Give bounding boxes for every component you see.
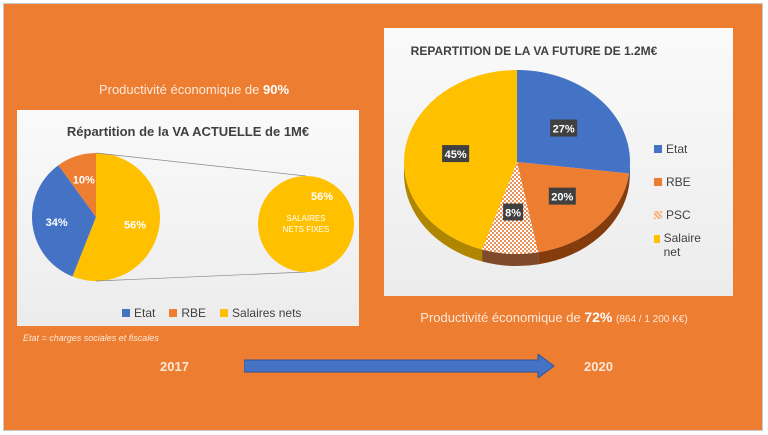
timeline-arrow-icon (244, 354, 555, 378)
chart-title: REPARTITION DE LA VA FUTURE DE 1.2M€ (410, 44, 658, 58)
slide: Productivité économique de 90% Répartiti… (3, 3, 763, 431)
data-label-box (503, 203, 524, 221)
secondary-label: NETS FIXES (283, 225, 330, 234)
left-productivity-caption: Productivité économique de 90% (4, 82, 384, 97)
data-label: 56% (124, 219, 146, 231)
pie-side-etat (629, 162, 630, 186)
connector-line (95, 152, 307, 177)
legend-salaires: Salaires nets (220, 306, 301, 320)
data-label: 45% (445, 149, 467, 161)
legend-rbe: RBE (654, 165, 724, 198)
year-end: 2020 (584, 359, 613, 374)
pie-side-psc (482, 249, 539, 266)
pie-chart-future: 27% 20% 8% 45% (404, 70, 630, 266)
pie-chart-current: 56% 34% 10% 56% SALAIRES NETS FIXES (32, 152, 354, 282)
legend-psc: PSC (654, 198, 724, 231)
legend: Etat RBE PSC Salaire net (654, 132, 724, 259)
pie-side-rbe (538, 173, 630, 265)
data-label: 20% (551, 192, 573, 204)
current-va-chart: Répartition de la VA ACTUELLE de 1M€ 56%… (17, 110, 359, 326)
year-start: 2017 (160, 359, 189, 374)
data-label-box (550, 119, 578, 137)
data-label-box (442, 145, 470, 163)
data-label: 34% (46, 217, 68, 229)
secondary-pie (258, 176, 354, 272)
secondary-label: 56% (311, 191, 333, 203)
right-productivity-caption: Productivité économique de 72% (864 / 1 … (404, 309, 704, 325)
pie-slice-rbe (58, 153, 96, 217)
chart-title: Répartition de la VA ACTUELLE de 1M€ (66, 124, 310, 139)
secondary-label: SALAIRES (286, 214, 325, 223)
future-va-chart: REPARTITION DE LA VA FUTURE DE 1.2M€ 27%… (384, 28, 733, 296)
connector-line (95, 271, 307, 282)
caption-detail: (864 / 1 200 K€) (615, 314, 688, 325)
data-label: 27% (553, 124, 575, 136)
data-label: 10% (73, 174, 95, 186)
legend-salaire-net: Salaire net (654, 231, 704, 259)
caption-prefix: Productivité économique de (420, 310, 585, 325)
pie-slice-salaires-nets (72, 153, 161, 281)
caption-value: 90% (263, 82, 290, 97)
legend-etat: Etat (654, 132, 724, 165)
pie-slice-etat (32, 165, 96, 277)
data-label-box (548, 187, 576, 205)
legend-rbe: RBE (169, 306, 206, 320)
legend-etat: Etat (122, 306, 155, 320)
legend: Etat RBE Salaires nets (122, 306, 301, 320)
caption-value: 72% (584, 309, 613, 325)
footnote: Etat = charges sociales et fiscales (23, 333, 159, 343)
pie-side-salaire-net (404, 162, 483, 262)
data-label: 8% (505, 208, 521, 220)
pie-slice-rbe (517, 162, 630, 253)
caption-prefix: Productivité économique de (98, 82, 263, 97)
